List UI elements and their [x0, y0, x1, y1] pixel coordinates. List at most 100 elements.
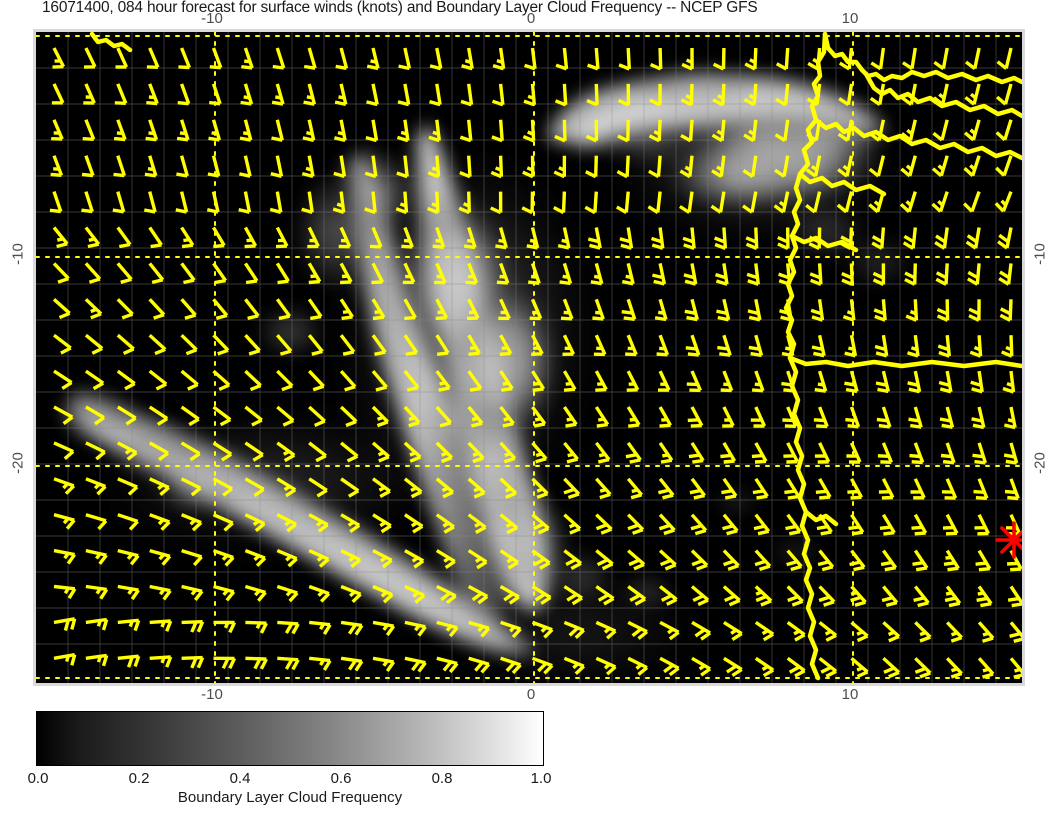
- wind-barb: [116, 298, 134, 320]
- wind-barb: [875, 370, 890, 394]
- wind-barb: [526, 227, 540, 250]
- wind-barb: [972, 442, 988, 465]
- wind-barb: [846, 442, 862, 464]
- wind-barb: [181, 620, 205, 633]
- wind-barb: [206, 191, 220, 214]
- wind-barb: [117, 584, 140, 601]
- coastline-inland-detail-3: [797, 171, 887, 197]
- wind-barb: [340, 584, 362, 604]
- wind-barb: [303, 47, 317, 70]
- wind-barb: [590, 262, 604, 286]
- wind-barb: [595, 620, 617, 640]
- wind-barb: [212, 226, 226, 249]
- wind-barb: [499, 585, 520, 605]
- wind-barb: [775, 83, 790, 107]
- wind-barb: [750, 406, 767, 428]
- wind-barb: [459, 119, 473, 143]
- wind-barb: [366, 47, 380, 71]
- wind-barb: [938, 370, 953, 394]
- wind-barb: [149, 548, 172, 566]
- wind-barb: [878, 478, 895, 500]
- wind-barb: [82, 119, 96, 141]
- wind-barb: [467, 370, 483, 392]
- wind-barb: [995, 155, 1013, 177]
- wind-barb: [911, 513, 928, 536]
- wind-barb: [901, 47, 917, 71]
- wind-barb: [617, 119, 630, 143]
- wind-barb: [84, 333, 104, 355]
- wind-barb: [711, 155, 726, 178]
- wind-barb: [585, 119, 599, 143]
- wind-barb: [687, 406, 704, 428]
- wind-barb: [621, 298, 637, 321]
- wind-barb: [499, 477, 518, 499]
- wind-barb: [871, 227, 886, 250]
- wind-barb: [680, 83, 694, 107]
- wind-barb: [554, 83, 568, 107]
- wind-barb: [786, 549, 803, 572]
- map-panel[interactable]: [33, 29, 1025, 686]
- wind-barb: [754, 549, 772, 572]
- wind-barb: [996, 47, 1013, 70]
- colorbar-tick-5: 1.0: [530, 770, 552, 787]
- wind-barb: [745, 227, 759, 251]
- wind-barb: [461, 47, 474, 71]
- wind-barb: [1001, 335, 1014, 358]
- wind-barb: [1007, 585, 1022, 608]
- wind-barb: [849, 549, 866, 572]
- wind-barb: [914, 657, 932, 679]
- wind-barb: [720, 370, 734, 393]
- wind-barb: [244, 477, 265, 497]
- wind-barb: [145, 119, 159, 142]
- wind-barb: [244, 513, 266, 533]
- wind-barb: [308, 549, 330, 568]
- wind-barb: [332, 191, 346, 215]
- wind-barb: [244, 441, 264, 462]
- wind-barb: [402, 262, 416, 285]
- wind-barb: [522, 155, 535, 179]
- wind-barb: [559, 262, 573, 286]
- wind-barb: [563, 477, 581, 500]
- wind-barb: [51, 83, 65, 105]
- colorbar-tick-0: 0.0: [27, 770, 49, 787]
- wind-barb: [52, 226, 69, 249]
- wind-barb: [782, 406, 798, 428]
- xtick-bottom-0: 0: [526, 686, 536, 703]
- wind-barb: [435, 477, 454, 499]
- wind-barb: [626, 513, 645, 535]
- wind-barb: [148, 262, 165, 285]
- wind-barb: [176, 155, 189, 178]
- wind-barb: [436, 620, 459, 638]
- xtick-top-minus10: -10: [201, 10, 223, 27]
- wind-barb: [116, 262, 133, 284]
- wind-barb: [531, 441, 548, 464]
- wind-barb: [945, 657, 963, 679]
- wind-barb: [908, 406, 923, 429]
- wind-barb: [935, 263, 949, 286]
- wind-barb: [932, 119, 949, 142]
- wind-barb: [301, 155, 315, 179]
- wind-barb: [656, 334, 670, 357]
- wind-barb: [52, 262, 70, 284]
- wind-barb: [53, 405, 74, 425]
- wind-barb: [906, 334, 920, 358]
- wind-barb: [180, 298, 197, 320]
- wind-barb: [752, 477, 769, 500]
- wind-barb: [116, 369, 136, 391]
- wind-barb: [499, 334, 513, 356]
- wind-barb: [180, 262, 196, 285]
- wind-barb: [528, 262, 541, 285]
- wind-barb: [747, 298, 762, 322]
- wind-barb: [85, 441, 106, 461]
- wind-barb: [500, 620, 522, 639]
- wind-barb: [592, 298, 605, 321]
- map-canvas[interactable]: [36, 32, 1022, 683]
- wind-barb: [945, 621, 963, 643]
- wind-barb: [366, 83, 379, 107]
- wind-barb: [962, 191, 981, 213]
- wind-barb: [435, 441, 453, 464]
- wind-barb: [939, 406, 955, 429]
- wind-barb: [836, 191, 854, 214]
- wind-barb: [212, 369, 231, 391]
- map-graphic: [36, 32, 1022, 683]
